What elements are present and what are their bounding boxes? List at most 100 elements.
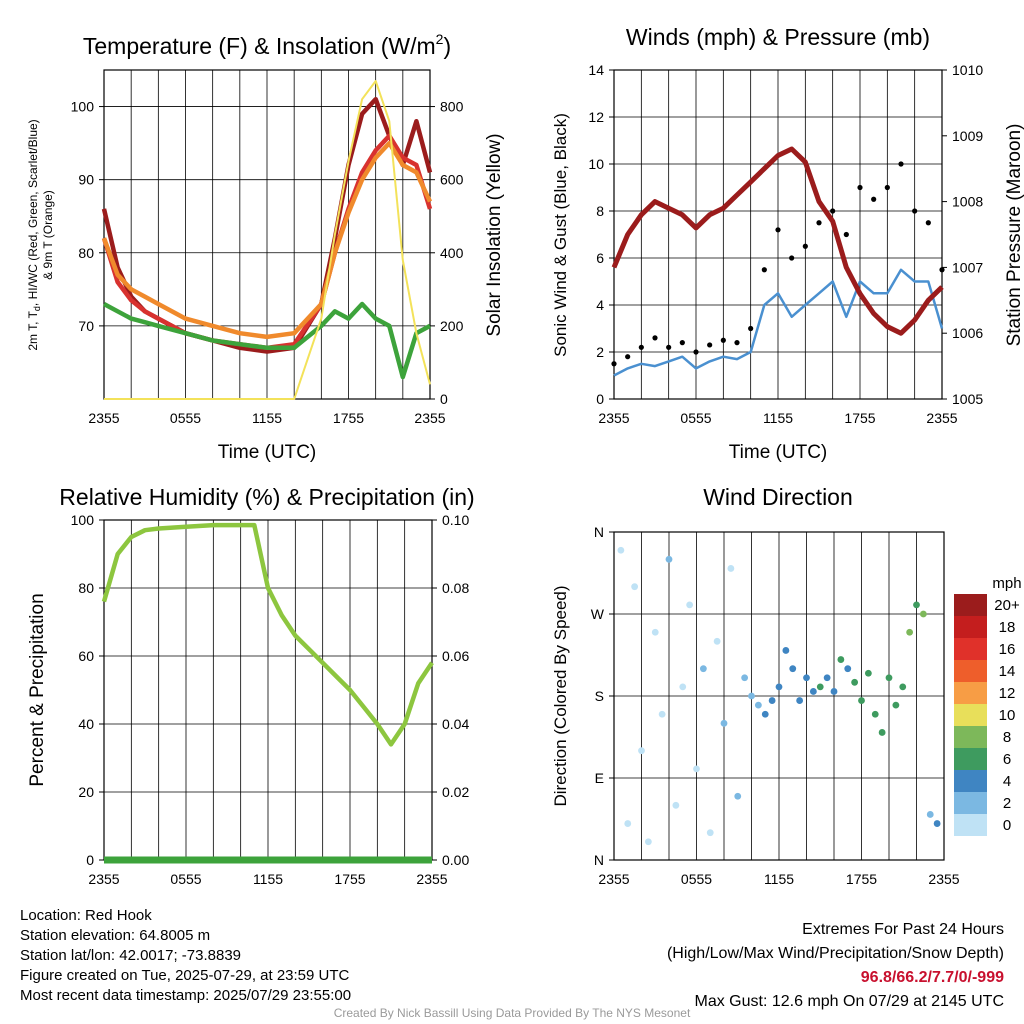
temp-series-line — [101, 140, 433, 340]
rh-panel-title: Relative Humidity (%) & Precipitation (i… — [59, 484, 474, 510]
temp-tick-labels: 2355 0555 1155 1755 2355 70 80 90 100 0 200 400 600 8… — [71, 99, 464, 426]
direction-point — [919, 610, 927, 618]
direction-point — [796, 697, 804, 704]
colorbar-label: 12 — [999, 685, 1016, 702]
gust-point — [898, 161, 904, 167]
temp-xtick-label: 1755 — [333, 410, 364, 426]
direction-point — [768, 697, 776, 704]
direction-point — [899, 683, 907, 691]
wind-ytick-right: 1010 — [952, 62, 983, 78]
temp-series-line — [101, 133, 433, 351]
gust-point — [707, 342, 713, 348]
rh-series-line — [101, 522, 434, 747]
rh-xtick-label: 1755 — [334, 871, 365, 887]
wind-ytick-left: 6 — [596, 250, 604, 266]
direction-panel: Wind Direction 2355 0555 1155 1755 2355 N E S W N… — [551, 484, 1022, 887]
rh-xtick-label: 0555 — [170, 871, 201, 887]
direction-point — [686, 601, 694, 609]
figure-created: Figure created on Tue, 2025-07-29, at 23… — [20, 967, 350, 984]
temperature-panel: Temperature (F) & Insolation (W/m2) 2355… — [26, 31, 505, 463]
direction-point — [913, 601, 920, 609]
direction-point — [837, 656, 845, 663]
direction-point — [823, 674, 831, 682]
wind-xtick-label: 2355 — [926, 410, 957, 426]
direction-point — [933, 820, 941, 827]
gust-point — [789, 255, 795, 261]
rh-ytick-right: 0.04 — [442, 716, 469, 732]
wind-ytick-right: 1005 — [952, 391, 983, 407]
direction-point — [878, 729, 886, 736]
wind-panel: Winds (mph) & Pressure (mb) 2355 0555 1155… — [551, 24, 1024, 463]
temp-ylabel-left: 2m T, Td, HI/WC (Red, Green, Scarlet/Blu… — [26, 119, 42, 350]
colorbar-swatch — [954, 638, 987, 660]
temp-ytick-right: 400 — [440, 245, 464, 261]
wind-ytick-left: 0 — [596, 391, 604, 407]
colorbar-swatch — [954, 814, 987, 836]
direction-point — [665, 555, 673, 563]
gust-point — [884, 184, 890, 191]
colorbar-label: 0 — [1003, 817, 1011, 834]
direction-point — [658, 710, 666, 718]
direction-point — [713, 637, 721, 645]
direction-point — [741, 674, 749, 682]
wind-xtick-label: 1155 — [763, 410, 793, 426]
rh-ytick-right: 0.10 — [442, 512, 469, 528]
gust-point — [748, 325, 754, 332]
dir-ylabel-left: Direction (Colored By Speed) — [551, 585, 570, 806]
colorbar-swatch — [954, 748, 987, 770]
rh-grid — [104, 520, 432, 860]
station-location: Location: Red Hook — [20, 907, 152, 924]
rh-xtick-label: 1155 — [253, 871, 283, 887]
wind-series — [611, 146, 945, 377]
direction-point — [858, 697, 865, 704]
colorbar-label: 4 — [1003, 773, 1011, 790]
temp-xtick-label: 1155 — [252, 410, 282, 426]
colorbar-swatch — [954, 660, 987, 682]
direction-point — [638, 747, 645, 755]
direction-point — [631, 583, 639, 591]
direction-point — [699, 665, 707, 673]
direction-point — [624, 820, 632, 827]
temp-ytick-left: 90 — [78, 172, 94, 188]
colorbar-swatch — [954, 726, 987, 748]
rh-xtick-label: 2355 — [88, 871, 119, 887]
colorbar-swatch — [954, 704, 987, 726]
gust-point — [693, 349, 699, 355]
gust-point — [638, 344, 644, 350]
temp-ytick-left: 70 — [78, 318, 94, 334]
colorbar-swatch — [954, 682, 987, 704]
dir-xtick-label: 1755 — [846, 871, 877, 887]
dir-xtick-label: 1155 — [764, 871, 794, 887]
direction-point — [761, 710, 769, 718]
rh-series — [101, 522, 434, 864]
dir-ytick-left: W — [591, 606, 605, 622]
wind-series-line — [611, 146, 944, 336]
colorbar-label: 18 — [999, 619, 1016, 636]
wind-tick-labels: 2355 0555 1155 1755 2355 0 2 4 6 8 10 12 14 1005 1006 1… — [588, 62, 983, 426]
temp-series — [101, 80, 433, 400]
direction-point — [693, 765, 700, 773]
rh-ytick-right: 0.08 — [442, 580, 469, 596]
direction-point — [885, 674, 893, 682]
max-gust: Max Gust: 12.6 mph On 07/29 at 2145 UTC — [694, 993, 1005, 1010]
colorbar-label: 10 — [999, 707, 1016, 724]
gust-point — [912, 208, 918, 214]
direction-point — [851, 678, 859, 686]
rh-xtick-label: 2355 — [416, 871, 447, 887]
rh-ytick-left: 100 — [71, 512, 95, 528]
dir-tick-labels: 2355 0555 1155 1755 2355 N E S W N — [591, 524, 960, 887]
gust-point — [611, 361, 617, 367]
direction-point — [864, 669, 872, 677]
rh-ytick-right: 0.02 — [442, 784, 469, 800]
direction-point — [816, 683, 824, 691]
rh-ytick-left: 20 — [78, 784, 94, 800]
rh-ylabel-left: Percent & Precipitation — [27, 593, 48, 786]
temp-xlabel: Time (UTC) — [218, 442, 317, 463]
dir-ytick-left: N — [594, 852, 604, 868]
colorbar-label: 16 — [999, 641, 1016, 658]
direction-point — [754, 701, 762, 709]
direction-point — [748, 692, 755, 700]
direction-point — [672, 801, 680, 809]
humidity-panel: Relative Humidity (%) & Precipitation (i… — [27, 484, 475, 887]
